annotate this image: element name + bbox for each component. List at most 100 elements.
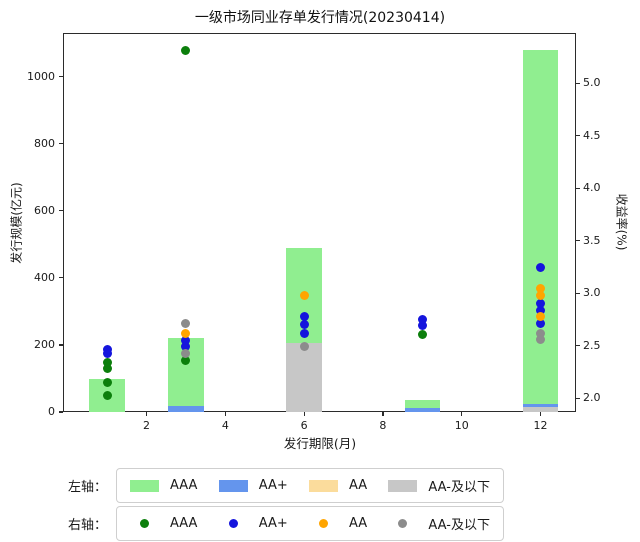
y-right-tick [576, 135, 580, 137]
x-tick [224, 412, 226, 416]
y-right-tick-label: 3.5 [583, 233, 601, 247]
legend-row: 右轴： AAA AA+ AA AA-及以下 [68, 506, 505, 541]
x-axis-title: 发行期限(月) [283, 436, 357, 451]
left-axis-title: 发行规模(亿元) [9, 182, 24, 264]
x-tick [303, 412, 305, 416]
y-left-tick [59, 411, 63, 413]
y-right-tick-label: 4.0 [583, 181, 601, 195]
legend-axis-label: 右轴： [68, 518, 108, 533]
legend-item: AA-及以下 [388, 476, 490, 495]
scatter-dot [181, 348, 191, 358]
y-left-tick [59, 210, 63, 212]
legend-item-label: AAA [170, 478, 198, 493]
legend-item: AA [309, 478, 367, 493]
legend-item-label: AA+ [258, 478, 288, 493]
scatter-dot [102, 358, 112, 368]
scatter-dot [299, 311, 309, 321]
legend-dot-marker [228, 519, 238, 528]
scatter-dot [417, 329, 427, 339]
y-right-tick [576, 187, 580, 189]
x-tick-label: 2 [143, 419, 151, 432]
y-right-tick-label: 2.0 [583, 391, 601, 405]
y-right-tick-label: 5.0 [583, 76, 601, 90]
scatter-dot [299, 290, 309, 300]
scatter-dot [102, 364, 112, 374]
x-tick [461, 412, 463, 416]
y-left-tick-label: 1000 [27, 69, 55, 83]
scatter-dot [181, 46, 191, 56]
y-left-tick-label: 0 [48, 405, 55, 418]
y-left-tick-label: 200 [34, 337, 55, 351]
scatter-dot [536, 305, 546, 315]
bar-segment [404, 407, 441, 412]
legend-item: AA [309, 516, 367, 531]
right-axis-title: 收益率(%) [614, 193, 629, 251]
y-right-tick [576, 397, 580, 399]
y-left-tick-label: 400 [34, 270, 55, 284]
scatter-dot [181, 336, 191, 346]
scatter-dot [102, 378, 112, 388]
legend-dot-marker [319, 519, 328, 528]
scatter-dot [536, 262, 546, 272]
y-right-tick [576, 345, 580, 347]
legend-item: AAA [130, 516, 197, 531]
y-right-tick-label: 3.0 [583, 286, 601, 300]
scatter-dot [181, 356, 191, 366]
legend-item-label: AA-及以下 [428, 480, 490, 495]
scatter-dot [181, 319, 191, 329]
legend-row: 左轴： AAA AA+ AA AA-及以下 [68, 468, 505, 503]
bar-segment [522, 49, 559, 404]
scatter-dot [299, 328, 309, 338]
y-left-tick-label: 800 [34, 136, 55, 150]
y-left-tick-label: 600 [34, 203, 55, 217]
scatter-dot [536, 335, 546, 345]
x-tick [145, 412, 148, 416]
legend-item-label: AAA [170, 516, 198, 531]
x-tick-label: 6 [300, 419, 308, 432]
bar-segment [168, 406, 204, 412]
legend-item-label: AA [349, 516, 368, 531]
legend-item-label: AA-及以下 [428, 518, 490, 533]
x-tick [539, 412, 542, 416]
y-left-tick [59, 277, 63, 279]
y-right-tick [576, 292, 580, 294]
y-right-tick [576, 82, 580, 84]
y-left-tick [59, 76, 63, 78]
scatter-dot [299, 342, 309, 352]
legend-item: AA-及以下 [388, 514, 490, 533]
legend-patch-swatch [388, 479, 418, 492]
y-right-tick-label: 2.5 [583, 338, 601, 352]
scatter-dot [417, 315, 427, 325]
legend-box: AAA AA+ AA AA-及以下 [116, 468, 505, 503]
x-tick-label: 12 [533, 419, 548, 432]
legend-patch-swatch [218, 479, 248, 492]
x-tick-label: 8 [379, 419, 387, 432]
scatter-dot [536, 328, 546, 338]
scatter-dot [536, 290, 546, 300]
y-right-tick [576, 240, 580, 242]
scatter-dot [417, 321, 427, 331]
bar-segment [404, 399, 441, 408]
legend-item-label: AA [349, 478, 368, 493]
scatter-dot [181, 328, 191, 338]
bar-segment [286, 343, 322, 412]
scatter-dot [102, 344, 112, 354]
legend-item: AAA [130, 478, 197, 493]
scatter-dot [536, 299, 546, 309]
legend-box: AAA AA+ AA AA-及以下 [116, 506, 505, 541]
x-tick-label: 4 [221, 419, 229, 432]
x-tick [382, 412, 384, 416]
x-tick-label: 10 [454, 419, 469, 432]
bar-segment [522, 406, 559, 412]
legend-dot-marker [140, 519, 150, 528]
y-left-tick [59, 344, 63, 346]
chart-title: 一级市场同业存单发行情况(20230414) [194, 10, 446, 26]
bar-segment [522, 403, 559, 407]
scatter-dot [299, 320, 309, 330]
scatter-dot [102, 390, 112, 400]
y-right-tick-label: 4.5 [583, 128, 601, 142]
legend-item-label: AA+ [258, 516, 288, 531]
scatter-dot [536, 319, 546, 329]
legend-patch-swatch [309, 479, 338, 492]
